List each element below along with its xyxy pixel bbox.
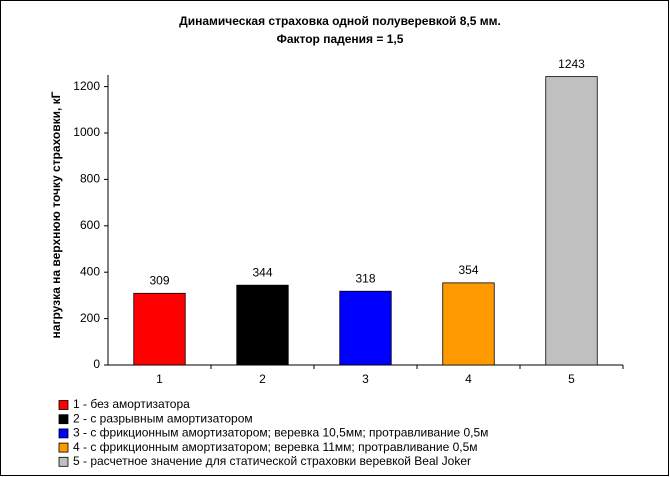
chart-title: Динамическая страховка одной полуверевко…: [179, 14, 501, 28]
value-label: 318: [355, 271, 375, 285]
bar: [133, 292, 186, 366]
bar: [236, 284, 289, 366]
x-tick-label: 4: [465, 372, 472, 386]
chart-subtitle: Фактор падения = 1,5: [277, 32, 404, 46]
x-tick-label: 1: [156, 372, 163, 386]
legend-label: 4 - с фрикционным амортизатором; веревка…: [73, 440, 478, 454]
y-tick-label: 800: [80, 172, 100, 186]
bar: [545, 76, 598, 366]
y-axis-label: нагрузка на верхнюю точку страховки, кГ: [49, 91, 63, 338]
y-tick-label: 1200: [73, 79, 100, 93]
x-tick-label: 3: [362, 372, 369, 386]
y-tick-label: 1000: [73, 125, 100, 139]
value-label: 1243: [558, 57, 585, 71]
bar: [442, 282, 495, 366]
y-tick-label: 400: [80, 264, 100, 278]
legend-swatch: [58, 400, 69, 410]
bar: [339, 290, 392, 366]
legend-label: 1 - без амортизатора: [73, 397, 190, 411]
value-label: 344: [252, 265, 272, 279]
x-tick-label: 2: [259, 372, 266, 386]
legend-label: 2 - с разрывным амортизатором: [73, 411, 253, 425]
value-label: 309: [149, 273, 169, 287]
legend-swatch: [58, 442, 69, 453]
legend-swatch: [58, 428, 69, 439]
y-tick-label: 0: [93, 357, 100, 371]
legend-label: 5 - расчетное значение для статической с…: [73, 454, 471, 468]
y-tick-label: 600: [80, 218, 100, 232]
x-tick-label: 5: [568, 372, 575, 386]
legend-label: 3 - с фрикционным амортизатором; веревка…: [73, 426, 488, 440]
legend-swatch: [58, 414, 69, 425]
value-label: 354: [458, 263, 478, 277]
y-tick-label: 200: [80, 311, 100, 325]
legend-swatch: [58, 456, 69, 467]
